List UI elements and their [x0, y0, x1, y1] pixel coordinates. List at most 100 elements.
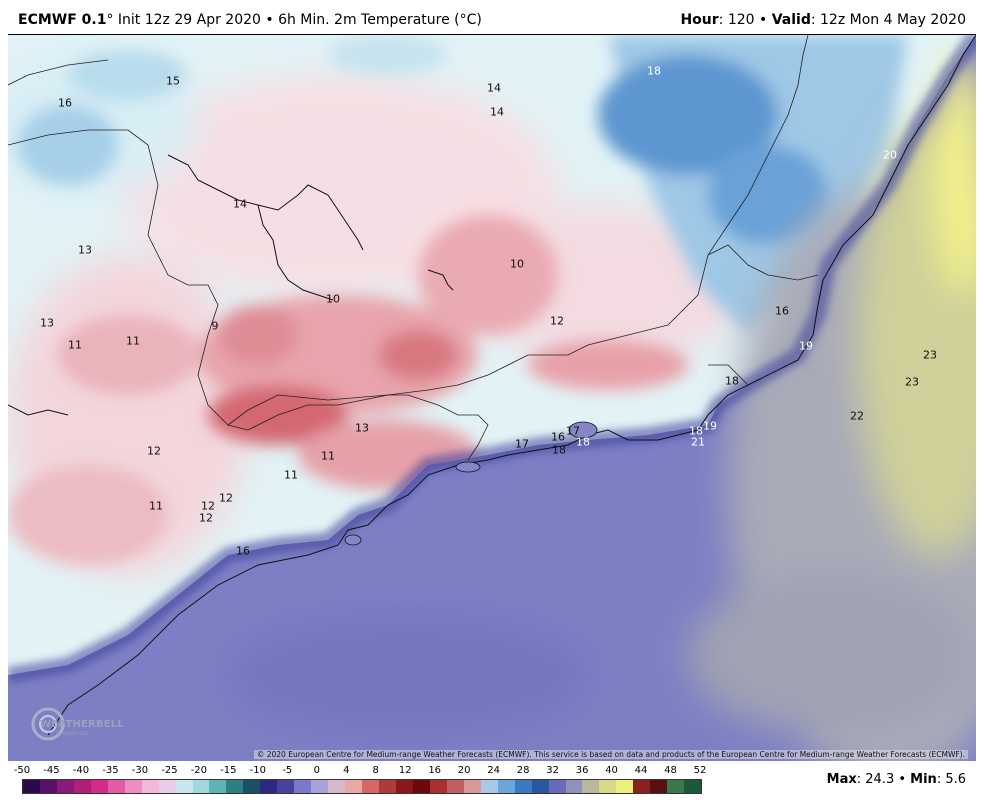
min-value: : 5.6: [936, 772, 966, 787]
temperature-label: 12: [550, 314, 564, 328]
colorbar-segment: [243, 780, 261, 793]
colorbar-tick-label: 4: [343, 765, 350, 776]
colorbar-segment: [260, 780, 278, 793]
temperature-label: 13: [78, 243, 92, 257]
colorbar-segment: [548, 780, 566, 793]
max-min-readout: Max: 24.3 • Min: 5.6: [827, 772, 966, 787]
colorbar-tick-label: 44: [634, 765, 648, 776]
temperature-label: 12: [219, 491, 233, 505]
colorbar-tick-label: 0: [313, 765, 320, 776]
temperature-label: 18: [576, 435, 590, 449]
model-name: ECMWF 0.1: [18, 12, 107, 28]
temperature-label: 20: [883, 148, 897, 162]
colorbar-segment: [294, 780, 312, 793]
colorbar-tick-label: 40: [605, 765, 618, 776]
colorbar-tick-label: 48: [664, 765, 677, 776]
copyright-notice: © 2020 European Centre for Medium-range …: [253, 750, 968, 759]
colorbar-segment: [345, 780, 363, 793]
temperature-label: 9: [211, 319, 219, 333]
temperature-label: 13: [355, 421, 369, 435]
colorbar-tick-label: -40: [72, 765, 90, 776]
valid-time: Hour: 120 • Valid: 12z Mon 4 May 2020: [680, 12, 966, 28]
colorbar-segment: [311, 780, 329, 793]
colorbar-segment: [158, 780, 176, 793]
colorbar-legend: -50 -45 -40 -35 -30 -25 -20 -15 -10 -5 0 4 8 12 16 20 24…: [0, 762, 984, 808]
colorbar-tick-label: -10: [249, 765, 266, 776]
colorbar-tick-label: -5: [282, 765, 293, 776]
colorbar-segment: [328, 780, 346, 793]
temperature-label: 18: [647, 64, 661, 78]
valid-value: : 12z Mon 4 May 2020: [810, 12, 966, 28]
colorbar-segment: [633, 780, 651, 793]
temperature-map[interactable]: 15 16 14 14 18 20 14 13 10 10 12 16 13 9 11 11 19 23 18 23 2…: [8, 34, 976, 761]
colorbar-tick-label: 52: [693, 765, 707, 776]
colorbar-segment: [667, 780, 685, 793]
colorbar-segment: [480, 780, 498, 793]
colorbar-tick-label: -35: [102, 765, 119, 776]
colorbar-tick-label: -30: [131, 765, 149, 776]
map-canvas: [8, 35, 976, 761]
temperature-label: 16: [58, 96, 72, 110]
state-borders: [8, 35, 819, 461]
colorbar-tick-label: 20: [457, 765, 471, 776]
colorbar-tick-label: -45: [43, 765, 60, 776]
temperature-label: 11: [284, 468, 298, 482]
hour-value: : 120 •: [718, 12, 772, 28]
temperature-label: 12: [147, 444, 161, 458]
colorbar-segment: [39, 780, 57, 793]
temperature-label: 11: [321, 449, 335, 463]
max-value: : 24.3 •: [856, 772, 911, 787]
temperature-label: 17: [515, 437, 529, 451]
map-title: ECMWF 0.1° Init 12z 29 Apr 2020 • 6h Min…: [18, 12, 482, 28]
temperature-label: 17: [566, 424, 580, 438]
colorbar-segment: [565, 780, 583, 793]
colorbar-segment: [141, 780, 159, 793]
colorbar-segment: [362, 780, 380, 793]
init-info: ° Init 12z 29 Apr 2020 • 6h Min. 2m Temp…: [106, 12, 482, 28]
temperature-label: 18: [725, 374, 739, 388]
temperature-label: 19: [703, 419, 717, 433]
colorbar-segment: [56, 780, 74, 793]
colorbar-segment: [616, 780, 634, 793]
colorbar-segment: [209, 780, 227, 793]
colorbar-segment: [192, 780, 210, 793]
valid-label: Valid: [771, 12, 811, 28]
ocean: [8, 35, 976, 761]
colorbar-segment: [175, 780, 193, 793]
colorbar: [22, 779, 702, 794]
colorbar-segment: [599, 780, 617, 793]
temperature-label: 16: [551, 430, 565, 444]
ocean-shading: [228, 55, 976, 761]
coastal-band: [8, 35, 976, 683]
temperature-label: 13: [40, 316, 54, 330]
temperature-label: 15: [166, 74, 180, 88]
temperature-label: 10: [326, 292, 340, 306]
colorbar-segment: [395, 780, 413, 793]
weatherbell-logo: WEATHERBELL Analytics LLC: [26, 707, 124, 741]
colorbar-tick-label: -20: [190, 765, 208, 776]
temperature-label: 18: [689, 424, 703, 438]
temperature-label: 11: [149, 499, 163, 513]
temperature-label: 16: [236, 544, 250, 558]
colorbar-segment: [650, 780, 668, 793]
colorbar-segment: [90, 780, 108, 793]
min-temp-zones: [8, 215, 688, 565]
temperature-label: 23: [905, 375, 919, 389]
temperature-label: 19: [799, 339, 813, 353]
temperature-label: 10: [510, 257, 524, 271]
colorbar-tick-label: 12: [398, 765, 412, 776]
colorbar-segment: [463, 780, 481, 793]
cool-highlands: [18, 35, 908, 335]
temperature-label: 18: [552, 443, 566, 457]
colorbar-tick-label: -15: [220, 765, 237, 776]
temperature-label: 22: [850, 409, 864, 423]
colorbar-tick-label: -50: [13, 765, 31, 776]
colorbar-tick-label: -25: [161, 765, 178, 776]
colorbar-segment: [531, 780, 549, 793]
colorbar-segment: [497, 780, 515, 793]
colorbar-tick-label: 36: [575, 765, 589, 776]
colorbar-segment: [446, 780, 464, 793]
temperature-label: 14: [487, 81, 501, 95]
colorbar-segment: [429, 780, 447, 793]
colorbar-tick-label: 8: [372, 765, 379, 776]
